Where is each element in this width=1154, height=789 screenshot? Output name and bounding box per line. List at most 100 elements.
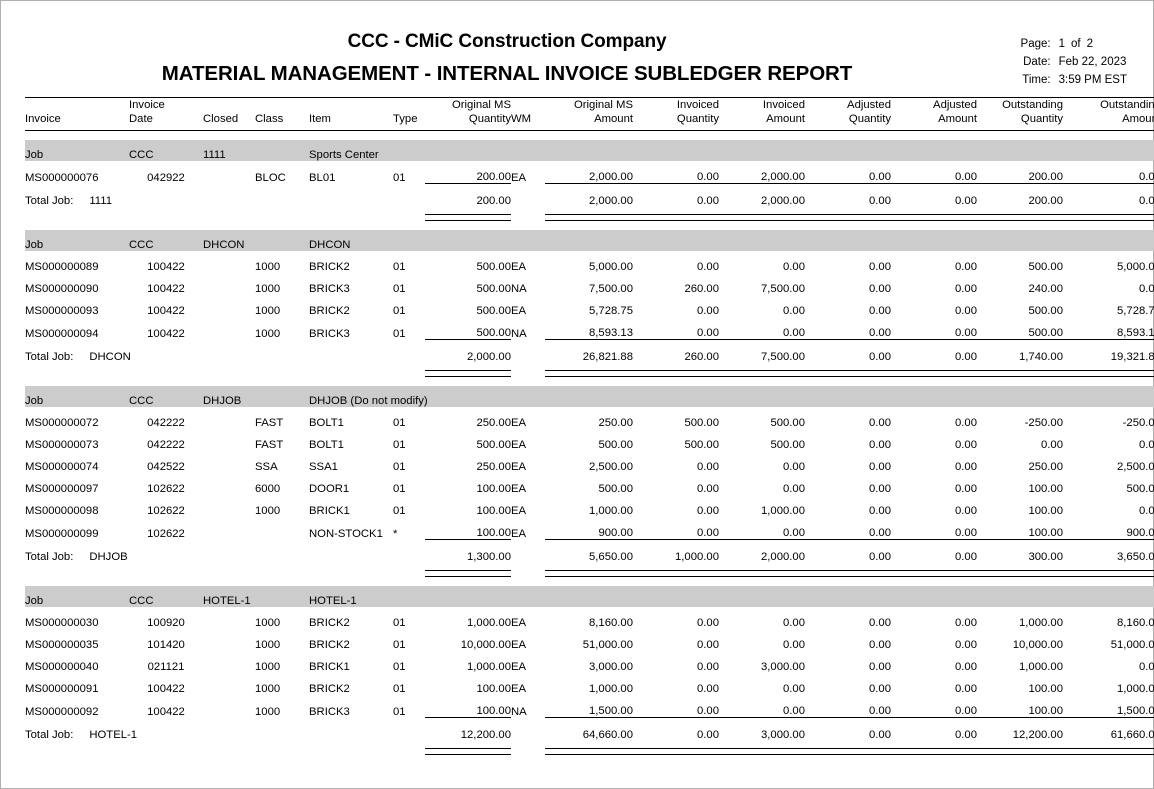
- cell-outstanding-quantity: 100.00: [1028, 483, 1063, 495]
- table-row[interactable]: MS000000040 021121 1000 BRICK1 01 1,000.00 EA 3…: [25, 651, 1154, 673]
- cell-original-ms-amount: 900.00: [598, 527, 633, 539]
- job-band-pad: [545, 586, 633, 607]
- table-row[interactable]: MS000000092 100422 1000 BRICK3 01 100.00 NA 1,5…: [25, 695, 1154, 718]
- total-outstanding-quantity: 12,200.00: [977, 717, 1063, 741]
- cell-invoice-date: 102622: [147, 527, 185, 540]
- cell-invoice: MS000000098: [25, 505, 99, 517]
- table-row[interactable]: MS000000035 101420 1000 BRICK2 01 10,000.00 EA…: [25, 629, 1154, 651]
- cell-original-ms-amount: 8,160.00: [589, 617, 633, 629]
- col-header-invoiced-amount: Invoiced Amount: [719, 98, 805, 131]
- table-row[interactable]: MS000000073 042222 FAST BOLT1 01 500.00 EA 500.…: [25, 429, 1154, 451]
- cell-adjusted-amount: 0.00: [955, 439, 977, 451]
- meta-row-time: Time: 3:59 PM EST: [1009, 71, 1127, 89]
- report-meta: Page: 1 of 2 Date: Feb 22, 2023 Time: 3:…: [1009, 35, 1127, 89]
- col-header-out-qty-line2: Quantity: [1020, 113, 1063, 125]
- cell-invoice: MS000000093: [25, 305, 99, 317]
- table-row[interactable]: MS000000099 102622 NON-STOCK1 * 100.00 EA 900.…: [25, 517, 1154, 540]
- cell-invoice: MS000000030: [25, 617, 99, 629]
- cell-invoice-date: 042922: [147, 171, 185, 184]
- table-row[interactable]: MS000000097 102622 6000 DOOR1 01 100.00 EA 500.…: [25, 473, 1154, 495]
- total-outstanding-amount: 0.00: [1063, 183, 1154, 207]
- dbl-rule-orig-qty: [425, 563, 511, 577]
- cell-original-ms-quantity: 500.00: [476, 261, 511, 273]
- cell-invoiced-amount: 3,000.00: [761, 661, 805, 673]
- table-row[interactable]: MS000000098 102622 1000 BRICK1 01 100.00 EA 1,0…: [25, 495, 1154, 517]
- cell-class: 1000: [255, 639, 281, 651]
- cell-class: BLOC: [255, 171, 286, 184]
- col-header-inv-qty-line1: Invoiced: [676, 99, 719, 111]
- total-outstanding-amount: 3,650.00: [1063, 539, 1154, 563]
- total-outstanding-amount: 61,660.00: [1063, 717, 1154, 741]
- page-label: Page:: [1020, 38, 1051, 50]
- cell-invoiced-quantity: 0.00: [697, 305, 719, 317]
- dbl-pad: [129, 363, 203, 377]
- cell-invoiced-amount: 0.00: [783, 683, 805, 695]
- dbl-rule-out-amt: [1063, 741, 1154, 755]
- cell-invoiced-quantity: 0.00: [697, 327, 719, 339]
- cell-outstanding-quantity: 500.00: [1028, 305, 1063, 317]
- job-code: DHJOB: [203, 386, 309, 407]
- cell-adjusted-quantity: 0.00: [869, 705, 891, 717]
- cell-outstanding-quantity: 1,000.00: [1019, 617, 1063, 629]
- cell-closed: [203, 695, 255, 718]
- cell-type: 01: [393, 639, 406, 651]
- table-row[interactable]: MS000000094 100422 1000 BRICK3 01 500.00 NA 8,5…: [25, 317, 1154, 340]
- table-row[interactable]: MS000000074 042522 SSA SSA1 01 250.00 EA 2,500.…: [25, 451, 1154, 473]
- cell-closed: [203, 273, 255, 295]
- total-original-ms-amount: 64,660.00: [545, 717, 633, 741]
- cell-invoice: MS000000074: [25, 461, 99, 473]
- cell-item: BL01: [309, 171, 336, 184]
- double-rule-mark: [1063, 570, 1154, 577]
- total-invoiced-amount: 7,500.00: [719, 339, 805, 363]
- cell-outstanding-quantity: 200.00: [1028, 171, 1063, 183]
- dbl-pad: [393, 741, 425, 755]
- table-row[interactable]: MS000000076 042922 BLOC BL01 01 200.00 EA 2,000…: [25, 161, 1154, 184]
- cell-class: 1000: [255, 261, 281, 273]
- table-row[interactable]: MS000000030 100920 1000 BRICK2 01 1,000.00 EA 8…: [25, 607, 1154, 629]
- col-header-outstanding-amount: Outstanding Amount: [1063, 98, 1154, 131]
- job-band-pad: [719, 386, 805, 407]
- job-band-pad: [891, 230, 977, 251]
- cell-invoiced-amount: 0.00: [783, 527, 805, 539]
- cell-invoice-date: 102622: [147, 505, 185, 517]
- table-row[interactable]: MS000000090 100422 1000 BRICK3 01 500.00 NA 7,5…: [25, 273, 1154, 295]
- job-name: HOTEL-1: [309, 586, 511, 607]
- dbl-pad: [203, 207, 255, 221]
- dbl-rule-adj-amt: [891, 741, 977, 755]
- cell-item: DOOR1: [309, 483, 350, 495]
- col-header-invoice-date-line1: Invoice: [129, 99, 165, 111]
- cell-original-ms-quantity: 200.00: [476, 171, 511, 183]
- table-row[interactable]: MS000000093 100422 1000 BRICK2 01 500.00 EA 5,7…: [25, 295, 1154, 317]
- total-wm-pad: [511, 340, 545, 364]
- cell-wm: NA: [511, 283, 527, 295]
- total-adjusted-quantity: 0.00: [805, 539, 891, 563]
- cell-class: FAST: [255, 417, 284, 429]
- cell-invoiced-quantity: 0.00: [697, 683, 719, 695]
- cell-adjusted-quantity: 0.00: [869, 505, 891, 517]
- job-band-pad: [545, 140, 633, 161]
- col-rule-invoice-date: [129, 130, 203, 131]
- double-rule-mark: [633, 570, 719, 577]
- total-invoiced-quantity: 260.00: [633, 339, 719, 363]
- cell-adjusted-quantity: 0.00: [869, 639, 891, 651]
- cell-invoiced-amount: 500.00: [770, 417, 805, 429]
- job-band-pad: [545, 386, 633, 407]
- table-row[interactable]: MS000000072 042222 FAST BOLT1 01 250.00 EA 250.…: [25, 407, 1154, 429]
- cell-original-ms-quantity: 500.00: [476, 305, 511, 317]
- cell-invoice-date: 101420: [147, 639, 185, 651]
- col-header-adj-amt-line2: Amount: [938, 113, 977, 125]
- col-header-class-label: Class: [255, 113, 284, 125]
- cell-adjusted-quantity: 0.00: [869, 417, 891, 429]
- table-row[interactable]: MS000000089 100422 1000 BRICK2 01 500.00 EA 5,0…: [25, 251, 1154, 273]
- double-rule-mark: [633, 748, 719, 755]
- table-row[interactable]: MS000000091 100422 1000 BRICK2 01 100.00 EA 1,0…: [25, 673, 1154, 695]
- cell-adjusted-amount: 0.00: [955, 417, 977, 429]
- cell-class: FAST: [255, 439, 284, 451]
- job-band-pad: [977, 386, 1063, 407]
- double-rule-mark: [891, 748, 977, 755]
- total-wm-pad: [511, 540, 545, 564]
- dbl-rule-adj-qty: [805, 363, 891, 377]
- col-header-out-qty-line1: Outstanding: [1002, 99, 1063, 111]
- cell-adjusted-quantity: 0.00: [869, 461, 891, 473]
